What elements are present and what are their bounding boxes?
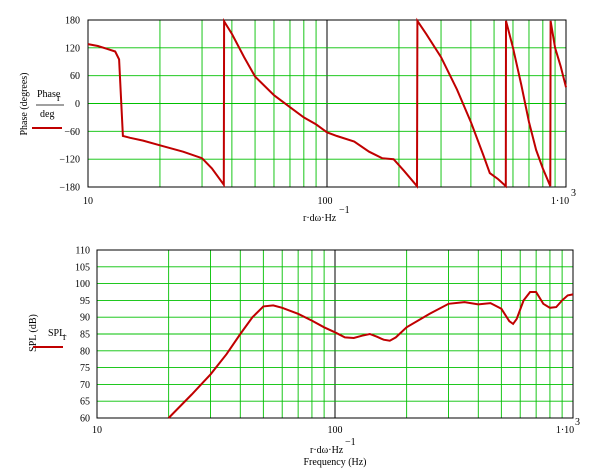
spl-legend-sub: r bbox=[63, 332, 67, 343]
spl-legend: SPL r bbox=[33, 328, 67, 348]
spl-y-axis-label: SPL (dB) bbox=[28, 314, 39, 352]
y-tick-label: 95 bbox=[80, 296, 90, 307]
spl-y-tick-labels: 110 105 100 95 90 85 80 75 70 65 60 bbox=[75, 246, 90, 425]
y-tick-label: 120 bbox=[65, 43, 80, 54]
y-tick-label: 90 bbox=[80, 313, 90, 324]
y-tick-label: 0 bbox=[75, 99, 80, 110]
y-tick-label: 105 bbox=[75, 262, 90, 273]
spl-x-axis-label-2: Frequency (Hz) bbox=[303, 457, 366, 468]
y-tick-label: 60 bbox=[70, 71, 80, 82]
spl-series-line bbox=[167, 291, 574, 419]
spl-x-axis-label-exp: −1 bbox=[345, 437, 356, 448]
spl-grid bbox=[96, 249, 574, 419]
y-tick-label: 65 bbox=[80, 397, 90, 408]
phase-grid bbox=[87, 19, 567, 188]
y-tick-label: −120 bbox=[59, 155, 80, 166]
y-tick-label: 180 bbox=[65, 16, 80, 27]
phase-y-tick-labels: 180 120 60 0 −60 −120 −180 bbox=[59, 16, 80, 194]
phase-x-tick-10: 10 bbox=[83, 196, 93, 207]
phase-x-tick-labels: 10 100 1·10 3 bbox=[83, 188, 576, 207]
phase-x-axis-label: r·dω·Hz bbox=[303, 213, 337, 224]
spl-x-axis-label: r·dω·Hz bbox=[310, 445, 344, 456]
phase-legend: Phase r deg bbox=[32, 89, 64, 129]
phase-legend-main: Phase bbox=[37, 89, 61, 100]
y-tick-label: 110 bbox=[75, 246, 90, 257]
y-tick-label: −60 bbox=[64, 127, 80, 138]
y-tick-label: 60 bbox=[80, 414, 90, 425]
y-tick-label: −180 bbox=[59, 183, 80, 194]
phase-legend-den: deg bbox=[40, 109, 54, 120]
spl-legend-main: SPL bbox=[48, 328, 65, 339]
y-tick-label: 85 bbox=[80, 330, 90, 341]
y-tick-label: 75 bbox=[80, 363, 90, 374]
spl-x-tick-10: 10 bbox=[92, 425, 102, 436]
spl-x-tick-labels: 10 100 1·10 3 bbox=[92, 417, 580, 436]
spl-x-tick-100: 100 bbox=[328, 425, 343, 436]
spl-x-tick-1000-exp: 3 bbox=[575, 417, 580, 428]
phase-x-tick-100: 100 bbox=[318, 196, 333, 207]
y-tick-label: 80 bbox=[80, 346, 90, 357]
phase-plot-frame bbox=[87, 19, 567, 188]
phase-legend-sub: r bbox=[57, 93, 61, 104]
phase-x-tick-1000-exp: 3 bbox=[571, 188, 576, 199]
y-tick-label: 100 bbox=[75, 279, 90, 290]
phase-x-axis-label-exp: −1 bbox=[339, 205, 350, 216]
spl-x-tick-1000: 1·10 bbox=[556, 425, 574, 436]
phase-chart: 180 120 60 0 −60 −120 −180 10 100 1·10 3 Phase… bbox=[19, 16, 576, 225]
y-tick-label: 70 bbox=[80, 380, 90, 391]
phase-series-line bbox=[87, 17, 567, 189]
phase-x-tick-1000: 1·10 bbox=[551, 196, 569, 207]
spl-plot-frame bbox=[96, 249, 574, 419]
phase-y-axis-label: Phase (degrees) bbox=[19, 72, 30, 135]
